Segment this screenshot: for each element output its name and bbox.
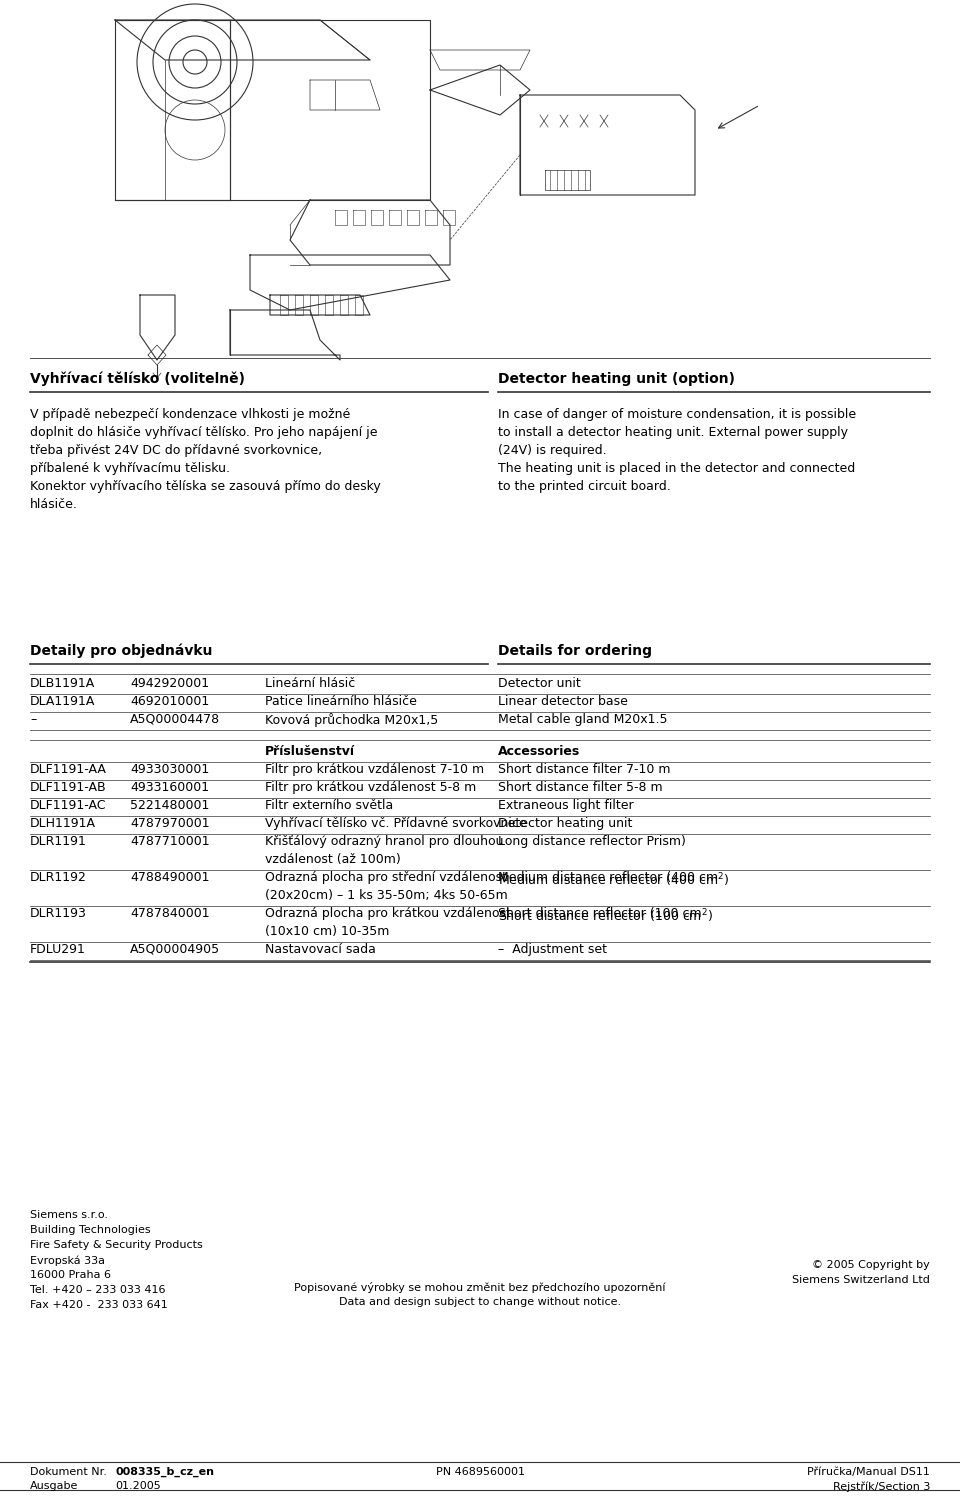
Text: 5221480001: 5221480001 xyxy=(130,800,209,812)
Text: Vyhřívací tělísko (volitelně): Vyhřívací tělísko (volitelně) xyxy=(30,373,245,386)
Text: FDLU291: FDLU291 xyxy=(30,942,85,956)
Text: Patice lineárního hlásiče: Patice lineárního hlásiče xyxy=(265,694,417,708)
Text: Siemens Switzerland Ltd: Siemens Switzerland Ltd xyxy=(792,1275,930,1285)
Text: Building Technologies: Building Technologies xyxy=(30,1225,151,1235)
Text: Short distance reflector (100 cm: Short distance reflector (100 cm xyxy=(498,906,702,920)
Text: 4788490001: 4788490001 xyxy=(130,872,209,884)
Text: Linear detector base: Linear detector base xyxy=(498,694,628,708)
Text: Příručka/Manual DS11: Příručka/Manual DS11 xyxy=(807,1467,930,1477)
Text: Extraneous light filter: Extraneous light filter xyxy=(498,800,634,812)
Text: 4942920001: 4942920001 xyxy=(130,676,209,690)
Text: 4787710001: 4787710001 xyxy=(130,836,209,848)
Text: 16000 Praha 6: 16000 Praha 6 xyxy=(30,1270,111,1281)
Text: Dokument Nr.: Dokument Nr. xyxy=(30,1467,107,1477)
Text: Accessories: Accessories xyxy=(498,745,580,758)
Text: The heating unit is placed in the detector and connected: The heating unit is placed in the detect… xyxy=(498,461,855,475)
Text: Medium distance reflector (400 cm: Medium distance reflector (400 cm xyxy=(498,872,718,884)
Text: In case of danger of moisture condensation, it is possible: In case of danger of moisture condensati… xyxy=(498,407,856,421)
Text: 4787970001: 4787970001 xyxy=(130,818,209,830)
Text: DLF1191-AB: DLF1191-AB xyxy=(30,782,107,794)
Text: (24V) is required.: (24V) is required. xyxy=(498,443,607,457)
Text: 4692010001: 4692010001 xyxy=(130,694,209,708)
Text: Příslušenství: Příslušenství xyxy=(265,745,355,758)
Text: DLR1193: DLR1193 xyxy=(30,906,86,920)
Text: Filtr pro krátkou vzdálenost 7-10 m: Filtr pro krátkou vzdálenost 7-10 m xyxy=(265,764,484,776)
Text: Fax +420 -  233 033 641: Fax +420 - 233 033 641 xyxy=(30,1300,168,1311)
Text: Medium distance reflector (400 cm$^2$): Medium distance reflector (400 cm$^2$) xyxy=(498,872,730,888)
Text: DLR1192: DLR1192 xyxy=(30,872,86,884)
Text: 4787840001: 4787840001 xyxy=(130,906,209,920)
Text: Rejstřík/Section 3: Rejstřík/Section 3 xyxy=(832,1480,930,1491)
Text: Ausgabe: Ausgabe xyxy=(30,1480,79,1491)
Text: Lineární hlásič: Lineární hlásič xyxy=(265,676,355,690)
Text: Data and design subject to change without notice.: Data and design subject to change withou… xyxy=(339,1297,621,1308)
Text: Fire Safety & Security Products: Fire Safety & Security Products xyxy=(30,1240,203,1250)
Text: Long distance reflector Prism): Long distance reflector Prism) xyxy=(498,836,685,848)
Text: DLH1191A: DLH1191A xyxy=(30,818,96,830)
Text: Siemens s.r.o.: Siemens s.r.o. xyxy=(30,1210,108,1220)
Text: Filtr externího světla: Filtr externího světla xyxy=(265,800,394,812)
Text: A5Q00004905: A5Q00004905 xyxy=(130,942,220,956)
Text: Details for ordering: Details for ordering xyxy=(498,643,652,658)
Text: Filtr pro krátkou vzdálenost 5-8 m: Filtr pro krátkou vzdálenost 5-8 m xyxy=(265,782,476,794)
Text: Metal cable gland M20x1.5: Metal cable gland M20x1.5 xyxy=(498,712,667,726)
Text: DLR1191: DLR1191 xyxy=(30,836,86,848)
Text: –  Adjustment set: – Adjustment set xyxy=(498,942,607,956)
Text: Popisované výrobky se mohou změnit bez předchozího upozornění: Popisované výrobky se mohou změnit bez p… xyxy=(295,1282,665,1293)
Text: Short distance filter 7-10 m: Short distance filter 7-10 m xyxy=(498,764,670,776)
Text: DLA1191A: DLA1191A xyxy=(30,694,95,708)
Text: A5Q00004478: A5Q00004478 xyxy=(130,712,220,726)
Text: Nastavovací sada: Nastavovací sada xyxy=(265,942,376,956)
Text: 01.2005: 01.2005 xyxy=(115,1480,160,1491)
Text: Odrazná plocha pro krátkou vzdálenost: Odrazná plocha pro krátkou vzdálenost xyxy=(265,906,511,920)
Text: třeba přivést 24V DC do přídavné svorkovnice,: třeba přivést 24V DC do přídavné svorkov… xyxy=(30,443,323,457)
Text: Křišťálový odrazný hranol pro dlouhou: Křišťálový odrazný hranol pro dlouhou xyxy=(265,836,503,848)
Text: PN 4689560001: PN 4689560001 xyxy=(436,1467,524,1477)
Text: to install a detector heating unit. External power supply: to install a detector heating unit. Exte… xyxy=(498,425,848,439)
Text: Odrazná plocha pro střední vzdálenost: Odrazná plocha pro střední vzdálenost xyxy=(265,872,507,884)
Text: Evropská 33a: Evropská 33a xyxy=(30,1255,105,1266)
Text: Short distance reflector (100 cm$^2$): Short distance reflector (100 cm$^2$) xyxy=(498,906,713,924)
Text: –: – xyxy=(30,712,36,726)
Text: DLF1191-AA: DLF1191-AA xyxy=(30,764,107,776)
Text: Detector heating unit (option): Detector heating unit (option) xyxy=(498,373,735,386)
Text: Short distance filter 5-8 m: Short distance filter 5-8 m xyxy=(498,782,662,794)
Text: Konektor vyhřívacího tělíska se zasouvá přímo do desky: Konektor vyhřívacího tělíska se zasouvá … xyxy=(30,479,381,493)
Text: příbalené k vyhřívacímu tělisku.: příbalené k vyhřívacímu tělisku. xyxy=(30,461,230,475)
Text: Kovová průchodka M20x1,5: Kovová průchodka M20x1,5 xyxy=(265,712,439,727)
Text: Detector unit: Detector unit xyxy=(498,676,581,690)
Text: Tel. +420 – 233 033 416: Tel. +420 – 233 033 416 xyxy=(30,1285,165,1296)
Text: 008335_b_cz_en: 008335_b_cz_en xyxy=(115,1467,214,1477)
Text: doplnit do hlásiče vyhřívací tělísko. Pro jeho napájení je: doplnit do hlásiče vyhřívací tělísko. Pr… xyxy=(30,425,377,439)
Text: (10x10 cm) 10-35m: (10x10 cm) 10-35m xyxy=(265,924,390,938)
Text: 4933030001: 4933030001 xyxy=(130,764,209,776)
Text: Detaily pro objednávku: Detaily pro objednávku xyxy=(30,643,212,658)
Text: V případě nebezpečí kondenzace vlhkosti je možné: V případě nebezpečí kondenzace vlhkosti … xyxy=(30,407,350,421)
Text: hlásiče.: hlásiče. xyxy=(30,497,78,511)
Text: to the printed circuit board.: to the printed circuit board. xyxy=(498,479,671,493)
Text: Vyhřívací tělísko vč. Přídavné svorkovnice: Vyhřívací tělísko vč. Přídavné svorkovni… xyxy=(265,818,527,830)
Text: Detector heating unit: Detector heating unit xyxy=(498,818,633,830)
Text: 4933160001: 4933160001 xyxy=(130,782,209,794)
Text: (20x20cm) – 1 ks 35-50m; 4ks 50-65m: (20x20cm) – 1 ks 35-50m; 4ks 50-65m xyxy=(265,888,508,902)
Text: vzdálenost (až 100m): vzdálenost (až 100m) xyxy=(265,854,400,866)
Text: DLF1191-AC: DLF1191-AC xyxy=(30,800,107,812)
Text: DLB1191A: DLB1191A xyxy=(30,676,95,690)
Text: © 2005 Copyright by: © 2005 Copyright by xyxy=(812,1260,930,1270)
